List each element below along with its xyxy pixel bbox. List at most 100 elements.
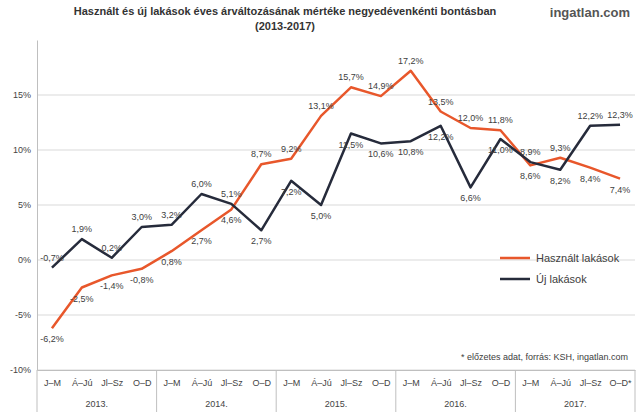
x-tick: O–D <box>492 370 511 388</box>
y-tick: 0% <box>18 255 37 265</box>
x-tick: Jl–Sz <box>340 370 363 388</box>
year-label: 2016. <box>444 399 467 409</box>
legend-item: Használt lakások <box>500 252 620 264</box>
data-label: 5,1% <box>221 189 242 199</box>
data-label: 6,6% <box>460 193 481 203</box>
data-label: 13,5% <box>428 97 454 107</box>
data-label: 8,2% <box>550 176 571 186</box>
data-label: 9,3% <box>550 143 571 153</box>
x-tick: Á–Jú <box>550 370 571 388</box>
x-tick: O–D <box>252 370 271 388</box>
year-separator <box>276 370 277 412</box>
data-label: 5,0% <box>311 211 332 221</box>
x-tick: O–D* <box>610 370 633 388</box>
x-tick-label: J–M <box>164 378 181 388</box>
year-separator <box>515 370 516 412</box>
x-tick: J–M <box>522 370 539 388</box>
data-label: 3,0% <box>131 212 152 222</box>
x-tick-label: Jl–Sz <box>460 378 483 388</box>
legend: Használt lakások Új lakások <box>500 252 620 285</box>
y-tick: 10% <box>13 145 37 155</box>
x-tick: Á–Jú <box>311 370 332 388</box>
x-tick: Á–Jú <box>431 370 452 388</box>
x-tick-label: Á–Jú <box>311 378 332 388</box>
x-tick-label: Á–Jú <box>192 378 213 388</box>
legend-item: Új lakások <box>500 273 587 285</box>
data-label: 3,2% <box>161 210 182 220</box>
title: Használt és új lakások éves árváltozásán… <box>74 5 497 17</box>
series-group <box>52 71 620 328</box>
x-tick: Jl–Sz <box>460 370 483 388</box>
data-labels: -6,2%-2,5%-1,4%-0,8%0,8%2,7%4,6%8,7%9,2%… <box>40 56 633 344</box>
grid-line <box>37 205 635 206</box>
x-tick-label: J–M <box>522 378 539 388</box>
y-axis: -10% -5% 0% 5% 10% 15% <box>10 41 38 376</box>
grid-line <box>37 150 635 151</box>
y-tick: -10% <box>10 365 37 375</box>
legend-swatch <box>500 257 530 260</box>
x-tick: J–M <box>403 370 420 388</box>
subtitle: (2013-2017) <box>255 20 315 32</box>
y-tick: 15% <box>13 90 37 100</box>
data-label: 12,0% <box>458 113 484 123</box>
data-label: 7,4% <box>610 185 631 195</box>
data-label: 10,8% <box>398 147 424 157</box>
legend-swatch <box>500 278 530 281</box>
year-label: 2015. <box>325 399 348 409</box>
year-label: 2014. <box>205 399 228 409</box>
x-tick: Jl–Sz <box>101 370 124 388</box>
x-tick-label: J–M <box>403 378 420 388</box>
x-tick-label: Jl–Sz <box>101 378 124 388</box>
data-label: 11,0% <box>488 145 513 155</box>
year-label: 2013. <box>86 399 109 409</box>
x-tick-label: J–M <box>283 378 300 388</box>
x-tick: O–D <box>372 370 391 388</box>
x-tick-label: O–D <box>492 378 511 388</box>
y-axis-line <box>37 41 38 371</box>
data-label: 8,6% <box>520 171 541 181</box>
y-tick-label: 15% <box>13 90 31 100</box>
x-tick: J–M <box>164 370 181 388</box>
x-tick: Á–Jú <box>72 370 93 388</box>
x-tick-label: O–D <box>372 378 391 388</box>
y-tick-label: -10% <box>10 365 31 375</box>
grid <box>37 95 635 370</box>
grid-line <box>37 95 635 96</box>
year-groups: 2013.2014.2015.2016.2017. <box>37 370 635 412</box>
data-label: -2,5% <box>70 294 94 304</box>
year-separator <box>635 370 636 412</box>
legend-label: Új lakások <box>536 273 587 285</box>
x-tick-label: Á–Jú <box>72 378 93 388</box>
data-label: 8,9% <box>520 147 541 157</box>
data-label: 2,7% <box>191 236 212 246</box>
x-tick-label: O–D* <box>610 378 633 388</box>
data-label: 12,2% <box>577 111 603 121</box>
y-tick-label: -5% <box>15 310 31 320</box>
x-tick-label: O–D <box>133 378 152 388</box>
x-tick-label: O–D <box>252 378 271 388</box>
x-tick: J–M <box>44 370 61 388</box>
data-label: 10,6% <box>368 149 394 159</box>
data-label: 12,3% <box>607 110 633 120</box>
data-label: 11,5% <box>339 140 364 150</box>
source-note: * előzetes adat, forrás: KSH, ingatlan.c… <box>461 352 628 362</box>
x-axis-line <box>38 370 636 371</box>
data-label: -1,4% <box>100 281 124 291</box>
y-tick-label: 10% <box>13 145 31 155</box>
y-tick-label: 5% <box>18 200 31 210</box>
data-label: 17,2% <box>398 56 424 66</box>
x-tick: Á–Jú <box>192 370 213 388</box>
year-separator <box>156 370 157 412</box>
x-axis: J–M Á–Jú Jl–Sz O–D J–M Á–Jú Jl–Sz O–D J–M Á–Jú Jl–… <box>38 370 636 388</box>
chart: Használt és új lakások éves árváltozásán… <box>0 0 640 417</box>
data-label: 0,2% <box>101 243 122 253</box>
y-tick-label: 0% <box>18 255 31 265</box>
x-tick-label: Á–Jú <box>431 378 452 388</box>
x-tick-label: Jl–Sz <box>580 378 603 388</box>
series-line <box>52 71 620 328</box>
x-tick-label: J–M <box>44 378 61 388</box>
year-separator <box>395 370 396 412</box>
grid-line <box>37 370 635 371</box>
year-separator <box>37 370 38 412</box>
data-label: 4,6% <box>221 215 242 225</box>
